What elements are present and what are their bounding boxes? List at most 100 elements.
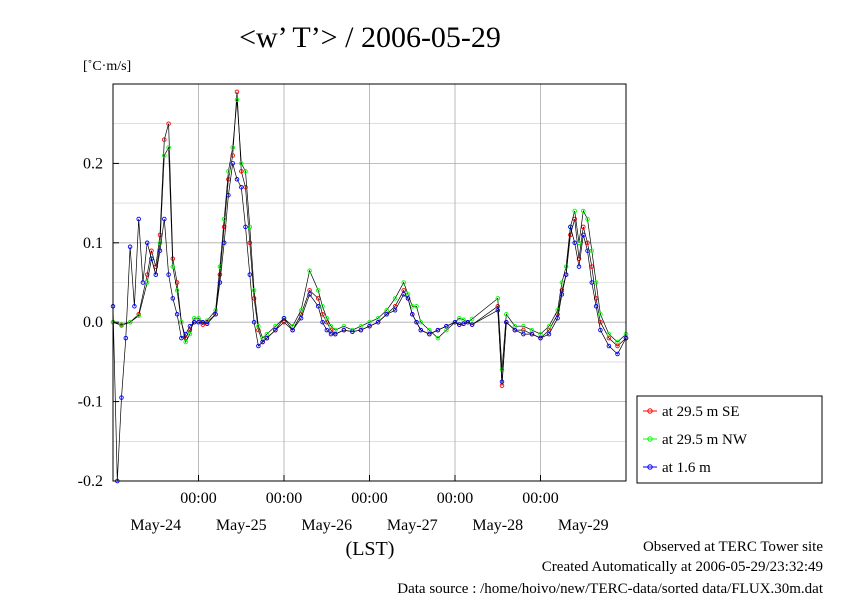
data-point	[196, 319, 201, 325]
data-point	[350, 329, 355, 334]
day-label: May-25	[216, 517, 267, 534]
data-point	[132, 304, 137, 309]
data-point	[435, 335, 441, 341]
data-point	[581, 208, 586, 214]
data-point	[315, 296, 321, 301]
data-point	[341, 327, 347, 333]
data-point	[589, 280, 595, 285]
data-point	[559, 280, 565, 285]
data-point	[392, 308, 398, 313]
data-point	[260, 339, 265, 345]
data-point	[512, 327, 518, 333]
data-point	[598, 327, 603, 333]
data-point	[320, 304, 325, 309]
data-point	[234, 97, 240, 103]
data-point	[264, 335, 270, 341]
data-point	[179, 335, 184, 341]
data-point	[367, 323, 372, 329]
data-point	[606, 343, 612, 349]
footer-site: Observed at TERC Tower site	[643, 539, 823, 555]
data-point	[166, 145, 171, 150]
data-point	[307, 268, 312, 273]
data-point	[546, 331, 552, 337]
day-label: May-28	[472, 517, 523, 534]
data-point	[418, 327, 424, 333]
data-point	[315, 304, 321, 309]
data-point	[234, 89, 240, 95]
data-point	[162, 137, 167, 142]
data-point	[568, 232, 573, 238]
data-point	[324, 315, 330, 321]
data-point	[144, 280, 150, 285]
data-point	[504, 312, 509, 317]
data-point	[153, 272, 159, 277]
data-point	[495, 296, 501, 301]
data-point	[572, 208, 577, 214]
data-point	[593, 280, 599, 285]
data-point	[162, 216, 167, 222]
data-point	[457, 315, 462, 321]
data-point	[281, 315, 287, 321]
data-point	[461, 321, 466, 327]
footer-created: Created Automatically at 2006-05-29/23:3…	[542, 559, 823, 575]
day-label: May-29	[558, 517, 609, 534]
data-point	[324, 327, 330, 333]
data-point	[328, 323, 334, 329]
data-point	[572, 216, 577, 222]
chart-title: <w’ T’> / 2006-05-29	[239, 21, 501, 54]
legend-swatch-marker	[647, 408, 653, 414]
x-tick-label: 00:00	[437, 490, 473, 507]
data-point	[298, 308, 304, 313]
data-point	[149, 256, 154, 261]
data-point	[187, 331, 193, 337]
data-point	[239, 184, 244, 190]
legend-swatch-marker	[647, 464, 653, 470]
data-point	[174, 312, 180, 317]
data-point	[239, 161, 244, 166]
data-point	[576, 264, 582, 269]
data-point	[333, 331, 338, 337]
y-tick-label: -0.2	[78, 473, 103, 490]
data-point	[247, 240, 253, 246]
data-point	[290, 327, 295, 333]
data-point	[435, 327, 441, 333]
data-point	[170, 264, 176, 269]
data-point	[538, 335, 543, 341]
series-3	[110, 161, 629, 484]
data-point	[243, 184, 248, 190]
data-point	[465, 319, 471, 325]
data-point	[581, 232, 586, 238]
x-tick-label: 00:00	[180, 490, 216, 507]
data-point	[444, 323, 449, 329]
data-point	[585, 216, 590, 222]
data-point	[247, 272, 253, 277]
legend-label: at 29.5 m NW	[662, 432, 748, 448]
data-point	[136, 313, 141, 319]
data-point	[606, 331, 612, 337]
data-point	[140, 280, 146, 285]
y-tick-label: 0.1	[83, 235, 103, 252]
data-point	[256, 343, 261, 349]
data-point	[555, 308, 560, 313]
data-point	[256, 323, 261, 329]
data-point	[221, 240, 227, 246]
data-point	[234, 177, 240, 182]
data-point	[217, 280, 223, 285]
data-point	[153, 264, 159, 269]
day-label: May-27	[387, 517, 438, 534]
series-line	[112, 163, 627, 482]
data-point	[405, 296, 411, 301]
day-label: May-24	[130, 517, 181, 534]
legend: at 29.5 m SE at 29.5 m NW at 1.6 m	[636, 395, 823, 484]
data-point	[499, 379, 505, 385]
data-point	[247, 224, 253, 230]
data-point	[243, 224, 248, 230]
x-tick-label: 00:00	[266, 490, 302, 507]
data-point	[546, 323, 552, 329]
data-point	[127, 244, 133, 250]
legend-label: at 1.6 m	[662, 460, 711, 476]
data-point	[384, 312, 389, 317]
y-tick-label: -0.1	[78, 394, 103, 411]
data-point	[200, 322, 206, 327]
data-point	[157, 240, 163, 246]
